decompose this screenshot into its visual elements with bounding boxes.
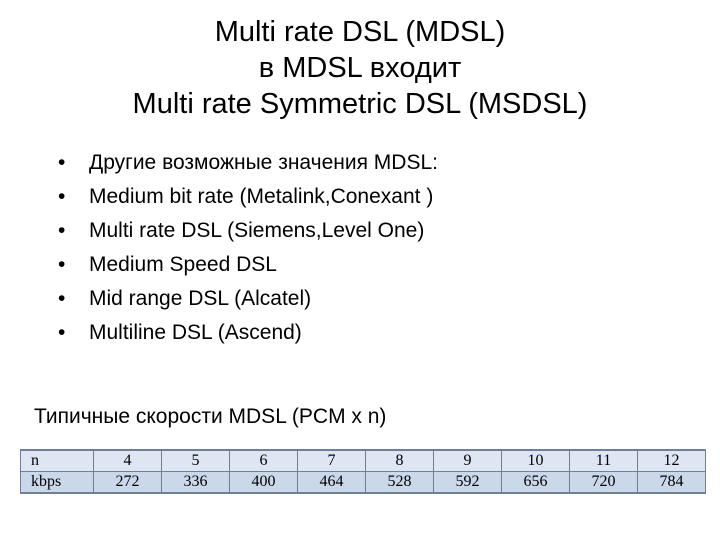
bullet-dot: • bbox=[58, 287, 66, 310]
table-cell: 656 bbox=[501, 471, 570, 494]
table-cell: 12 bbox=[637, 449, 706, 472]
speed-table: n 4 5 6 7 8 9 10 11 12 kbps 272 336 400 … bbox=[20, 449, 706, 494]
bullet-list: • Другие возможные значения MDSL: • Medium… bbox=[58, 146, 438, 350]
table-cell: 528 bbox=[365, 471, 434, 494]
bullet-text: Mid range DSL (Alcatel) bbox=[89, 287, 312, 310]
table-cell: 272 bbox=[93, 471, 162, 494]
bullet-text: Другие возможные значения MDSL: bbox=[89, 151, 438, 174]
bullet-item: • Multi rate DSL (Siemens,Level One) bbox=[58, 214, 438, 248]
title-line-2: в MDSL входит bbox=[258, 52, 462, 84]
bullet-text: Multiline DSL (Ascend) bbox=[89, 321, 302, 344]
table-cell: 8 bbox=[365, 449, 434, 472]
table-cell: 7 bbox=[297, 449, 366, 472]
bullet-text: Medium bit rate (Metalink,Conexant ) bbox=[89, 185, 434, 208]
bullet-dot: • bbox=[58, 253, 66, 276]
title-line-3: Multi rate Symmetric DSL (MSDSL) bbox=[132, 88, 588, 120]
bullet-item: • Multiline DSL (Ascend) bbox=[58, 316, 438, 350]
slide-title: Multi rate DSL (MDSL) в MDSL входит Mult… bbox=[0, 14, 720, 122]
table-cell: 4 bbox=[93, 449, 162, 472]
bullet-text: Multi rate DSL (Siemens,Level One) bbox=[89, 219, 425, 242]
bullet-item: • Другие возможные значения MDSL: bbox=[58, 146, 438, 180]
table-row-kbps: kbps 272 336 400 464 528 592 656 720 784 bbox=[20, 471, 706, 494]
table-row-n: n 4 5 6 7 8 9 10 11 12 bbox=[20, 449, 706, 472]
table-cell: 592 bbox=[433, 471, 502, 494]
table-cell: 720 bbox=[569, 471, 638, 494]
table-cell: 784 bbox=[637, 471, 706, 494]
table-cell: 11 bbox=[569, 449, 638, 472]
bullet-item: • Medium Speed DSL bbox=[58, 248, 438, 282]
title-line-1: Multi rate DSL (MDSL) bbox=[214, 16, 506, 48]
table-cell: 400 bbox=[229, 471, 298, 494]
bullet-dot: • bbox=[58, 321, 66, 344]
table-caption: Типичные скорости MDSL (PCM x n) bbox=[34, 405, 387, 428]
table-cell: 9 bbox=[433, 449, 502, 472]
bullet-dot: • bbox=[58, 151, 66, 174]
table-cell: 6 bbox=[229, 449, 298, 472]
table-cell: 5 bbox=[161, 449, 230, 472]
table-cell: kbps bbox=[20, 471, 94, 494]
table-cell: 336 bbox=[161, 471, 230, 494]
bullet-dot: • bbox=[58, 219, 66, 242]
table-cell: 10 bbox=[501, 449, 570, 472]
bullet-dot: • bbox=[58, 185, 66, 208]
table-cell: n bbox=[20, 449, 94, 472]
bullet-item: • Mid range DSL (Alcatel) bbox=[58, 282, 438, 316]
table-cell: 464 bbox=[297, 471, 366, 494]
bullet-text: Medium Speed DSL bbox=[89, 253, 277, 276]
bullet-item: • Medium bit rate (Metalink,Conexant ) bbox=[58, 180, 438, 214]
